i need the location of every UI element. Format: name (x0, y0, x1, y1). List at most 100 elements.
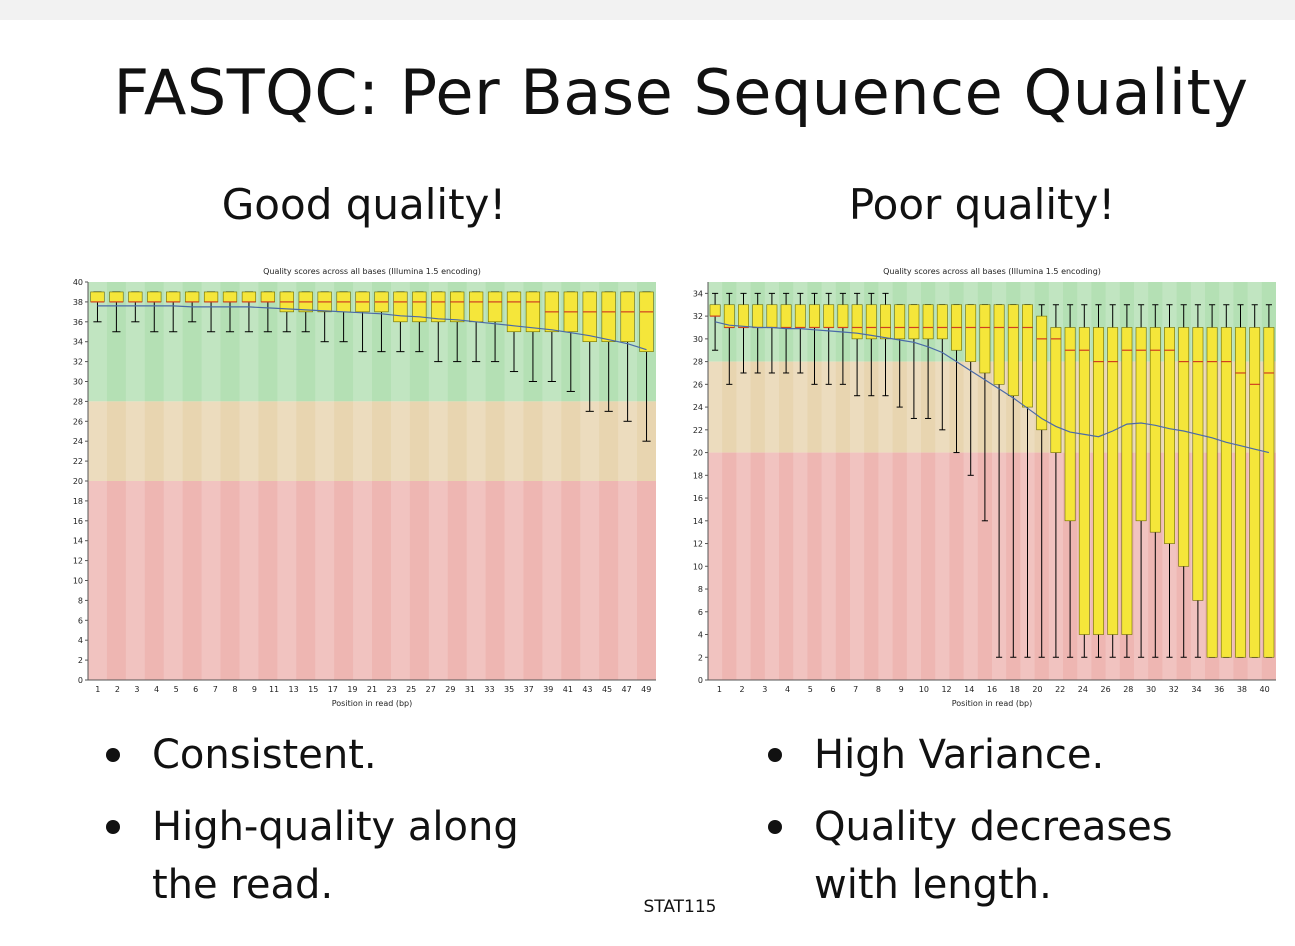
column-stripe (428, 282, 448, 680)
x-tick-label: 39 (543, 685, 553, 694)
quality-box (965, 304, 977, 362)
x-tick-label: 1 (717, 685, 722, 694)
quality-box (90, 291, 105, 303)
bullet-text: Quality decreases with length. (814, 804, 1173, 908)
y-tick-label: 2 (698, 653, 703, 662)
x-tick-label: 5 (174, 685, 179, 694)
x-tick-label: 23 (386, 685, 396, 694)
x-tick-label: 6 (193, 685, 198, 694)
column-stripe (353, 282, 372, 680)
x-tick-label: 8 (232, 685, 237, 694)
y-tick-label: 28 (693, 358, 703, 367)
x-tick-label: 11 (269, 685, 279, 694)
x-tick-label: 47 (622, 685, 632, 694)
x-tick-label: 7 (853, 685, 858, 694)
column-stripe (315, 282, 335, 680)
quality-box (823, 304, 835, 328)
x-tick-label: 22 (1055, 685, 1065, 694)
column-stripe (239, 282, 259, 680)
column-stripe (821, 282, 836, 680)
column-stripe (277, 282, 297, 680)
y-tick-label: 36 (73, 318, 83, 327)
quality-box (993, 304, 1005, 385)
y-tick-label: 4 (78, 636, 83, 645)
quality-box (639, 291, 654, 352)
quality-box (1263, 327, 1275, 658)
quality-box (1235, 327, 1246, 658)
x-tick-label: 40 (1260, 685, 1270, 694)
quality-box (908, 304, 920, 340)
quality-box (412, 291, 427, 323)
y-tick-label: 6 (78, 616, 83, 625)
y-tick-label: 14 (693, 517, 703, 526)
quality-box (1107, 327, 1119, 635)
x-tick-label: 45 (602, 685, 612, 694)
y-tick-label: 10 (693, 562, 703, 571)
quality-box (1036, 315, 1048, 431)
quality-box (865, 304, 877, 340)
column-stripe (580, 282, 600, 680)
y-tick-label: 20 (693, 449, 703, 458)
quality-box (738, 304, 749, 328)
x-tick-label: 41 (563, 685, 573, 694)
quality-box (601, 291, 616, 343)
x-tick-label: 7 (213, 685, 218, 694)
column-stripe (618, 282, 638, 680)
y-tick-label: 16 (73, 517, 83, 526)
quality-zone-poor (88, 481, 656, 680)
mean-quality-line (97, 305, 647, 351)
x-tick-label: 21 (367, 685, 377, 694)
bullet-item: Consistent. (104, 726, 624, 784)
y-tick-label: 8 (78, 596, 83, 605)
x-tick-label: 20 (1032, 685, 1042, 694)
y-tick-label: 22 (73, 457, 83, 466)
quality-box (1206, 327, 1218, 658)
poor-quality-heading: Poor quality! (848, 180, 1116, 229)
quality-box (880, 304, 891, 340)
x-tick-label: 2 (740, 685, 745, 694)
quality-box (241, 291, 257, 303)
quality-box (851, 304, 863, 340)
chart-title: Quality scores across all bases (Illumin… (263, 267, 481, 276)
y-tick-label: 32 (73, 358, 83, 367)
y-tick-label: 30 (693, 335, 703, 344)
quality-zone-medium (88, 401, 656, 481)
x-tick-label: 16 (987, 685, 997, 694)
slide-title: FASTQC: Per Base Sequence Quality (113, 56, 1249, 129)
column-stripe (793, 282, 808, 680)
y-tick-label: 24 (73, 437, 83, 446)
x-tick-label: 28 (1123, 685, 1133, 694)
bullet-text: High Variance. (814, 732, 1105, 778)
quality-box (709, 304, 721, 317)
quality-box (1121, 327, 1133, 635)
column-stripe (764, 282, 779, 680)
column-stripe (163, 282, 183, 680)
good-quality-heading: Good quality! (221, 180, 507, 229)
quality-box (203, 291, 219, 303)
x-tick-label: 26 (1101, 685, 1111, 694)
poor-quality-bullets: High Variance. Quality decreases with le… (766, 726, 1286, 928)
quality-box (1164, 327, 1175, 544)
x-tick-label: 15 (308, 685, 318, 694)
column-stripe (504, 282, 524, 680)
column-stripe (390, 282, 410, 680)
quality-box (794, 304, 806, 328)
x-tick-label: 33 (484, 685, 494, 694)
x-tick-label: 25 (406, 685, 416, 694)
y-tick-label: 26 (73, 417, 83, 426)
bullet-dot-icon (768, 748, 782, 762)
chart-title: Quality scores across all bases (Illumin… (883, 267, 1101, 276)
window-top-bar (0, 0, 1295, 20)
quality-box (1220, 327, 1232, 658)
bullet-dot-icon (106, 748, 120, 762)
x-tick-label: 37 (524, 685, 534, 694)
x-tick-label: 2 (115, 685, 120, 694)
y-tick-label: 12 (73, 557, 83, 566)
x-tick-label: 8 (876, 685, 881, 694)
x-tick-label: 19 (347, 685, 357, 694)
x-tick-label: 6 (830, 685, 835, 694)
quality-box (766, 304, 778, 328)
column-stripe (963, 282, 978, 680)
quality-box (1078, 327, 1090, 635)
bullet-item: High-quality along the read. (104, 798, 624, 914)
